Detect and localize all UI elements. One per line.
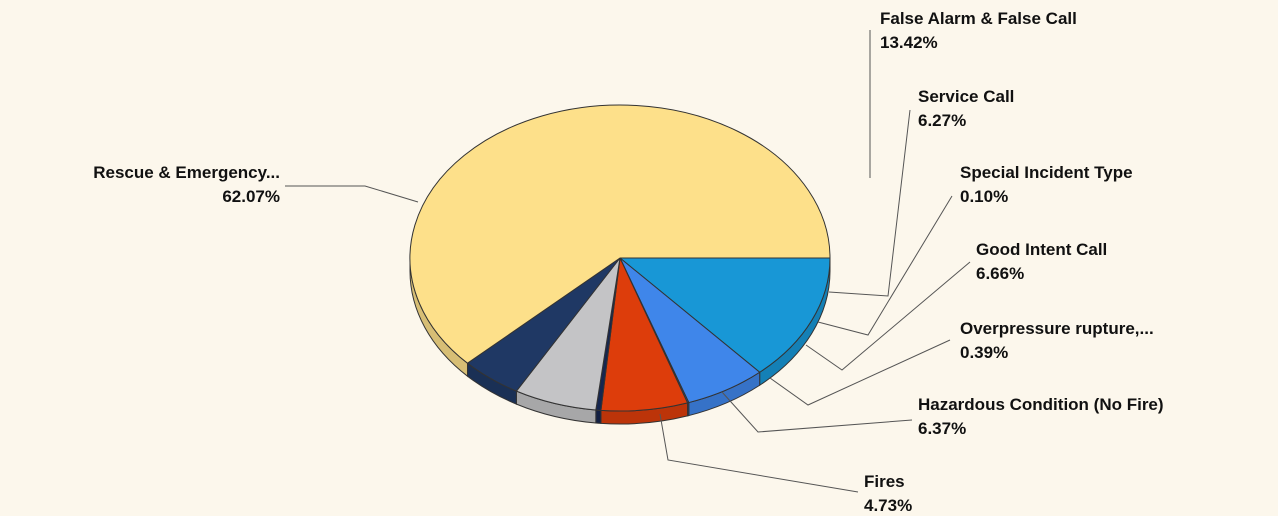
leader-line-service-call bbox=[828, 109, 911, 297]
leader-line-good-intent-call bbox=[805, 261, 971, 371]
slice-label-hazardous: Hazardous Condition (No Fire) bbox=[918, 395, 1164, 414]
slice-label-false-alarm: False Alarm & False Call bbox=[880, 9, 1077, 28]
slice-label-overpressure: Overpressure rupture,... bbox=[960, 319, 1154, 338]
slice-label-rescue: Rescue & Emergency... bbox=[93, 163, 280, 182]
slice-label-service-call: Service Call bbox=[918, 87, 1014, 106]
leader-line-special-incident-type bbox=[817, 195, 953, 336]
slice-label-good-intent: Good Intent Call bbox=[976, 240, 1107, 259]
slice-rescue-emergency bbox=[409, 104, 831, 364]
slice-label-fires: Fires bbox=[864, 472, 905, 491]
leader-line-overpressure-rupture bbox=[769, 339, 951, 406]
slice-label-special-incident: Special Incident Type bbox=[960, 163, 1133, 182]
leader-lines bbox=[285, 30, 971, 493]
leader-line-hazardous-condition-no-fire bbox=[721, 391, 913, 433]
slice-percent-rescue: 62.07% bbox=[222, 187, 280, 206]
slice-percent-special-incident: 0.10% bbox=[960, 187, 1008, 206]
slice-false-alarm-false-call bbox=[618, 257, 831, 373]
slice-percent-good-intent: 6.66% bbox=[976, 264, 1024, 283]
leader-line-rescue-emergency bbox=[285, 185, 419, 203]
pie-top bbox=[409, 104, 831, 412]
slice-percent-service-call: 6.27% bbox=[918, 111, 966, 130]
slice-percent-fires: 4.73% bbox=[864, 496, 912, 515]
leader-line-fires bbox=[659, 413, 859, 493]
slice-side-overpressure-rupture bbox=[595, 409, 602, 424]
slice-percent-hazardous: 6.37% bbox=[918, 419, 966, 438]
slice-percent-false-alarm: 13.42% bbox=[880, 33, 938, 52]
slice-percent-overpressure: 0.39% bbox=[960, 343, 1008, 362]
